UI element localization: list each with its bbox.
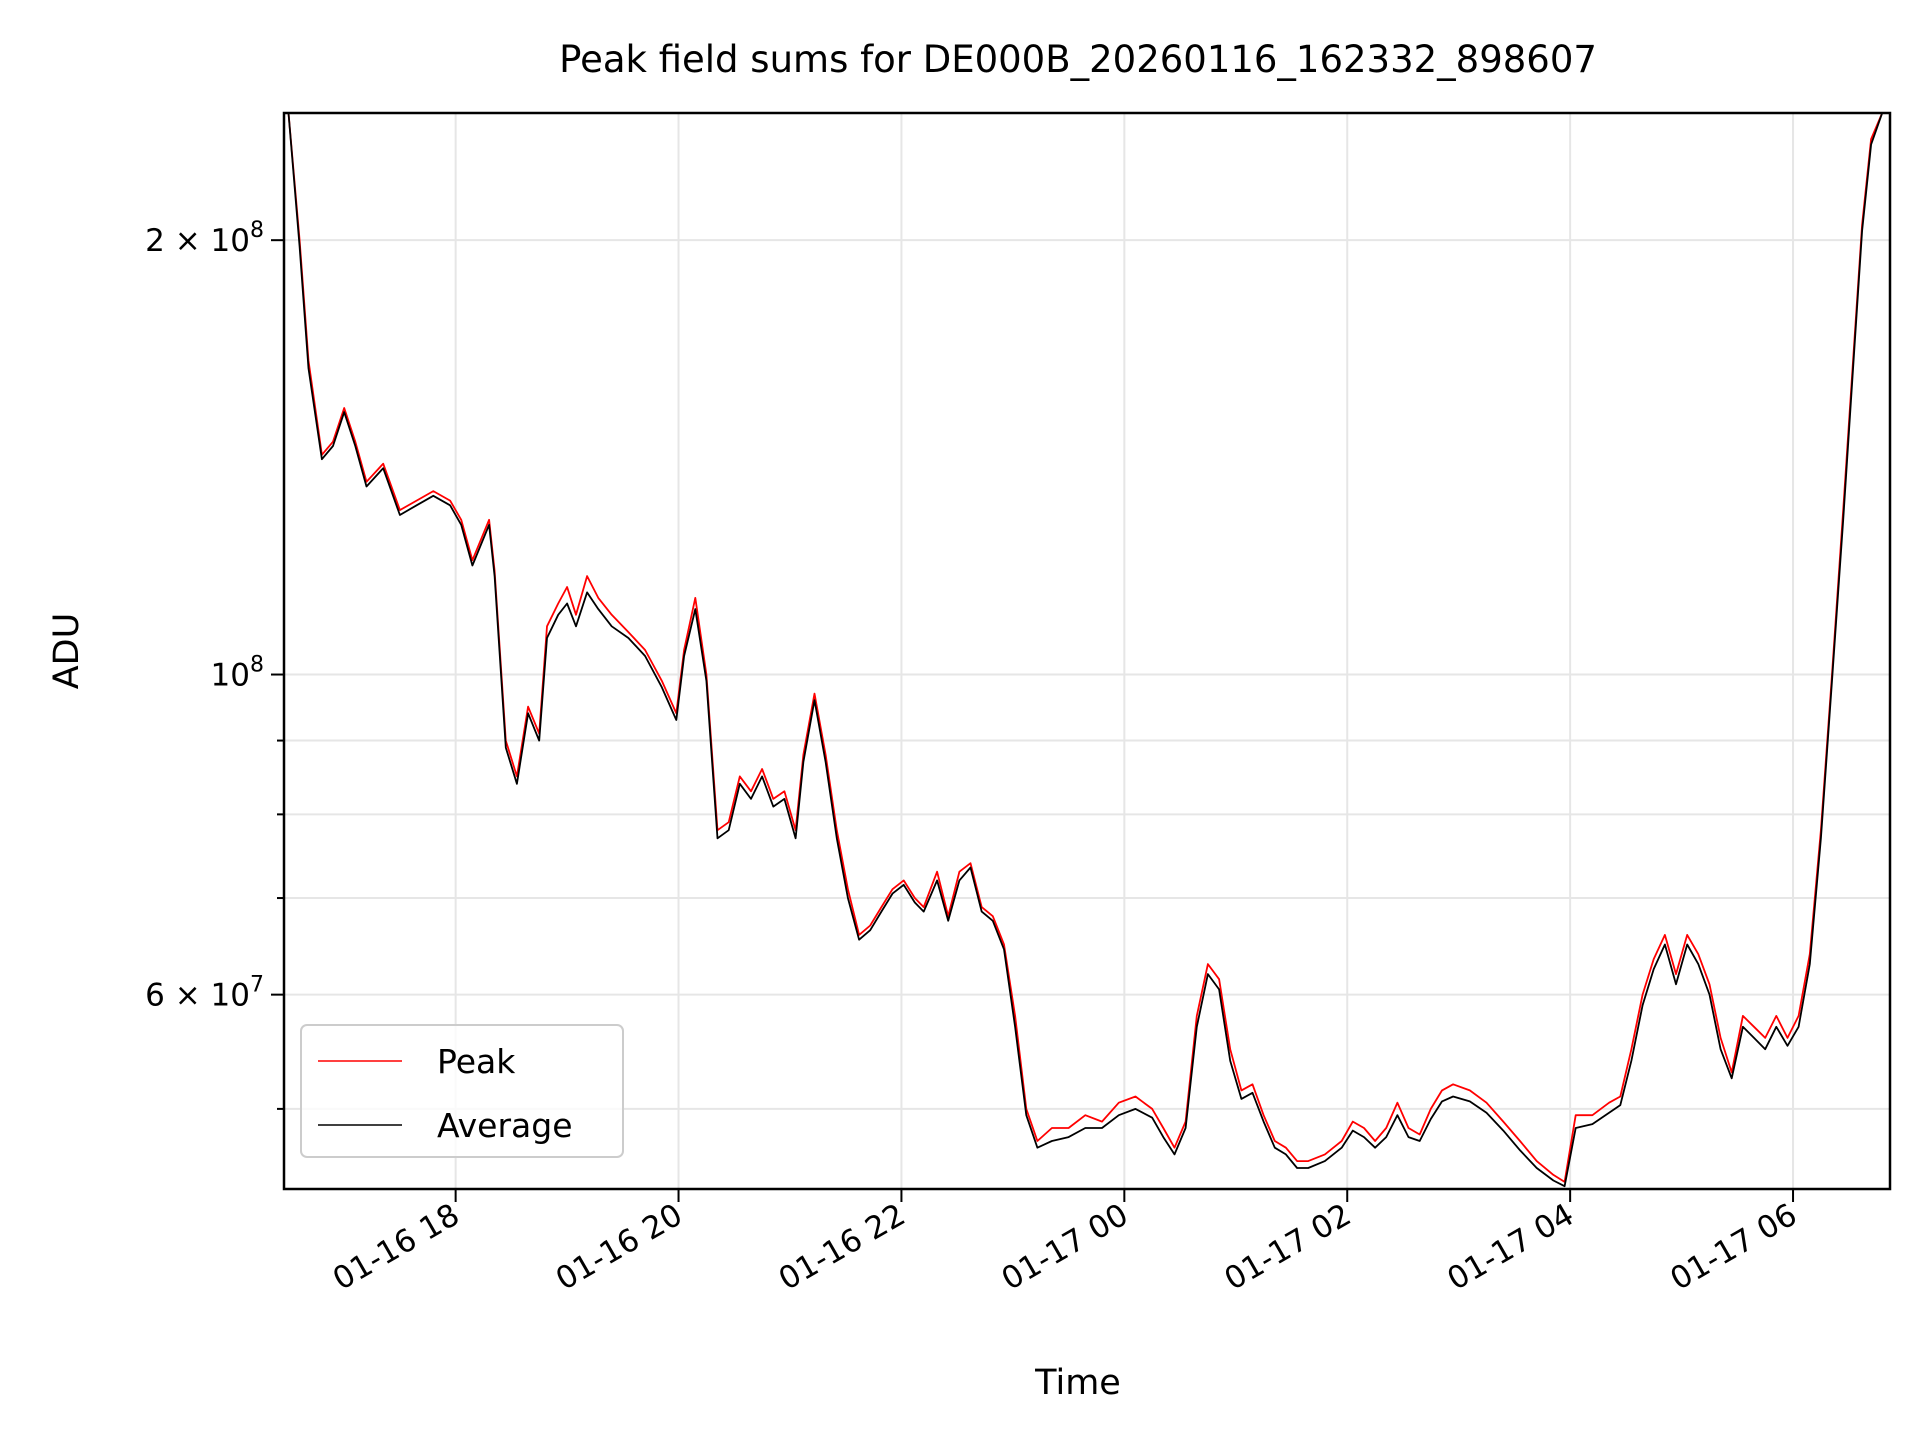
series-line-peak [287,113,1884,1183]
series-layer [287,113,1884,1188]
chart-title: Peak field sums for DE000B_20260116_1623… [559,38,1597,81]
y-tick-label: 6 × 107 [145,973,264,1014]
legend: Peak Average [300,1024,624,1158]
legend-box [300,1024,624,1158]
plot-frame [282,111,1892,1191]
legend-label-average: Average [437,1106,573,1145]
x-axis-label: Time [1034,1363,1121,1403]
legend-label-peak: Peak [437,1042,516,1081]
series-line-average [287,113,1884,1188]
y-axis-label: ADU [47,613,87,690]
y-tick-label: 108 [211,653,264,694]
y-tick-label: 2 × 108 [145,218,264,259]
